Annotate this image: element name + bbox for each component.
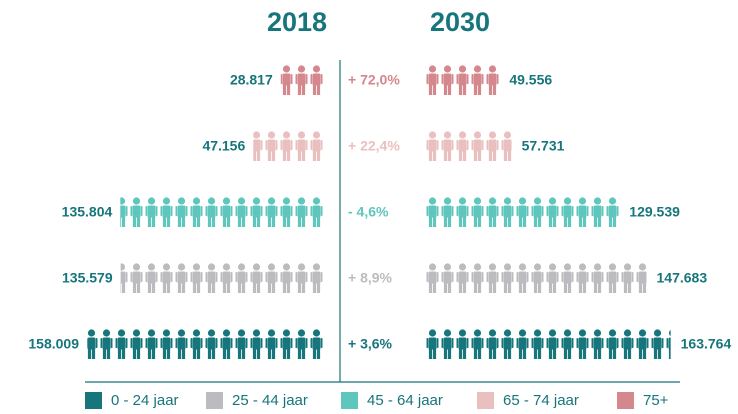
value-label: 147.683 — [657, 270, 708, 286]
legend-label: 65 - 74 jaar — [503, 392, 579, 409]
change-label: + 3,6% — [348, 336, 393, 352]
value-label: 47.156 — [202, 138, 245, 154]
icon-row — [426, 263, 647, 293]
value-label: 135.579 — [62, 270, 113, 286]
change-label: + 22,4% — [348, 138, 400, 154]
icon-row — [253, 131, 323, 161]
value-label: 57.731 — [522, 138, 565, 154]
legend-label: 75+ — [643, 392, 669, 409]
value-label: 129.539 — [629, 204, 680, 220]
value-label: 163.764 — [681, 336, 732, 352]
legend-label: 0 - 24 jaar — [111, 392, 179, 409]
year-title: 2030 — [430, 7, 490, 37]
icon-row — [86, 329, 323, 359]
icon-row — [280, 65, 323, 95]
legend-swatch — [477, 392, 494, 409]
icon-row — [120, 263, 323, 293]
change-label: + 8,9% — [348, 270, 393, 286]
legend-swatch — [206, 392, 223, 409]
legend-label: 45 - 64 jaar — [367, 392, 443, 409]
icon-row — [426, 329, 671, 359]
value-label: 135.804 — [62, 204, 113, 220]
icon-row — [426, 65, 499, 95]
legend-swatch — [341, 392, 358, 409]
icon-row — [426, 131, 512, 161]
value-label: 158.009 — [28, 336, 79, 352]
icon-row — [120, 197, 323, 227]
value-label: 49.556 — [509, 72, 552, 88]
legend-swatch — [85, 392, 102, 409]
change-label: + 72,0% — [348, 72, 400, 88]
year-title: 2018 — [267, 7, 327, 37]
value-label: 28.817 — [230, 72, 273, 88]
legend-label: 25 - 44 jaar — [232, 392, 308, 409]
icon-row — [426, 197, 619, 227]
legend-swatch — [617, 392, 634, 409]
change-label: - 4,6% — [348, 204, 389, 220]
